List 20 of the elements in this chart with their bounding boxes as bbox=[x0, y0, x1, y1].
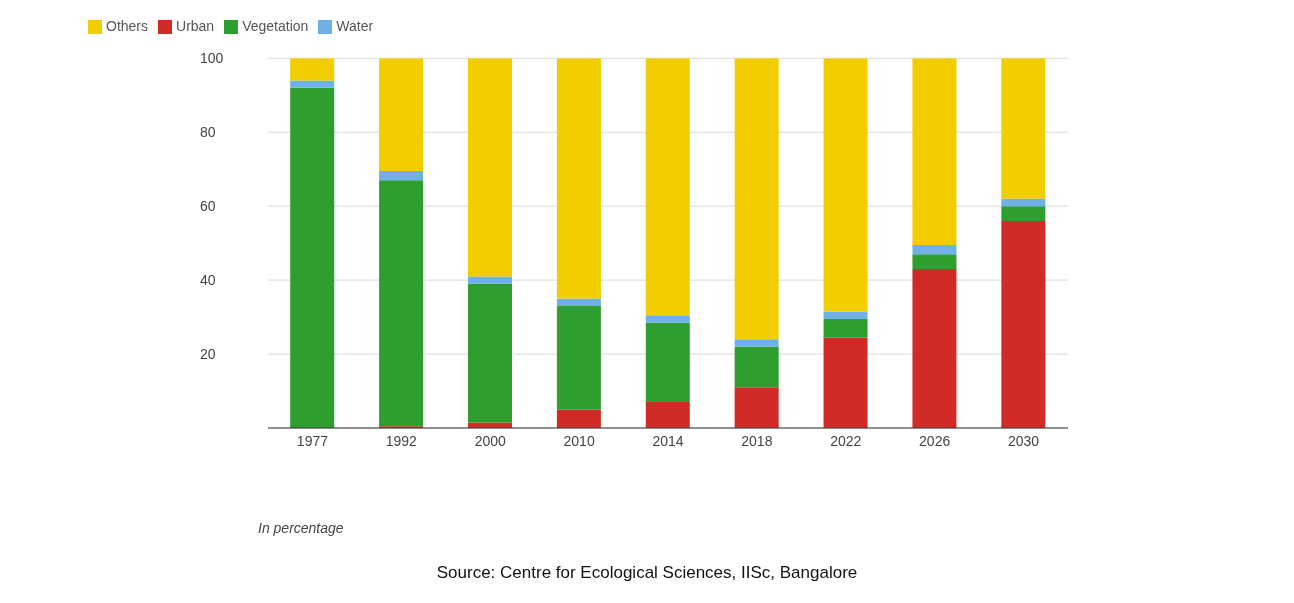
legend-label: Vegetation bbox=[242, 18, 309, 34]
text: In percentage bbox=[258, 520, 344, 536]
x-tick-label: 2000 bbox=[474, 432, 506, 449]
y-tick-label: 60 bbox=[200, 198, 216, 215]
x-tick-label: 2026 bbox=[919, 432, 951, 449]
x-tick-label: 1977 bbox=[296, 432, 329, 449]
legend-label: Others bbox=[106, 18, 149, 34]
x-tick-label: 1992 bbox=[385, 432, 418, 449]
source-note: Source: Centre for Ecological Sciences, IISc, Bangalore bbox=[435, 563, 859, 583]
y-tick-label: 100 bbox=[200, 50, 224, 67]
x-tick-label: 2018 bbox=[741, 432, 773, 449]
x-tick-label: 2010 bbox=[563, 432, 595, 449]
y-tick-label: 40 bbox=[200, 272, 216, 289]
y-tick-label: 80 bbox=[200, 124, 216, 141]
x-tick-label: 2014 bbox=[652, 432, 684, 449]
legend-label: Water bbox=[336, 18, 374, 34]
x-tick-label: 2022 bbox=[830, 432, 862, 449]
legend-label: Urban bbox=[176, 18, 215, 34]
x-tick-label: 2030 bbox=[1007, 432, 1040, 449]
y-tick-label: 20 bbox=[200, 346, 216, 363]
